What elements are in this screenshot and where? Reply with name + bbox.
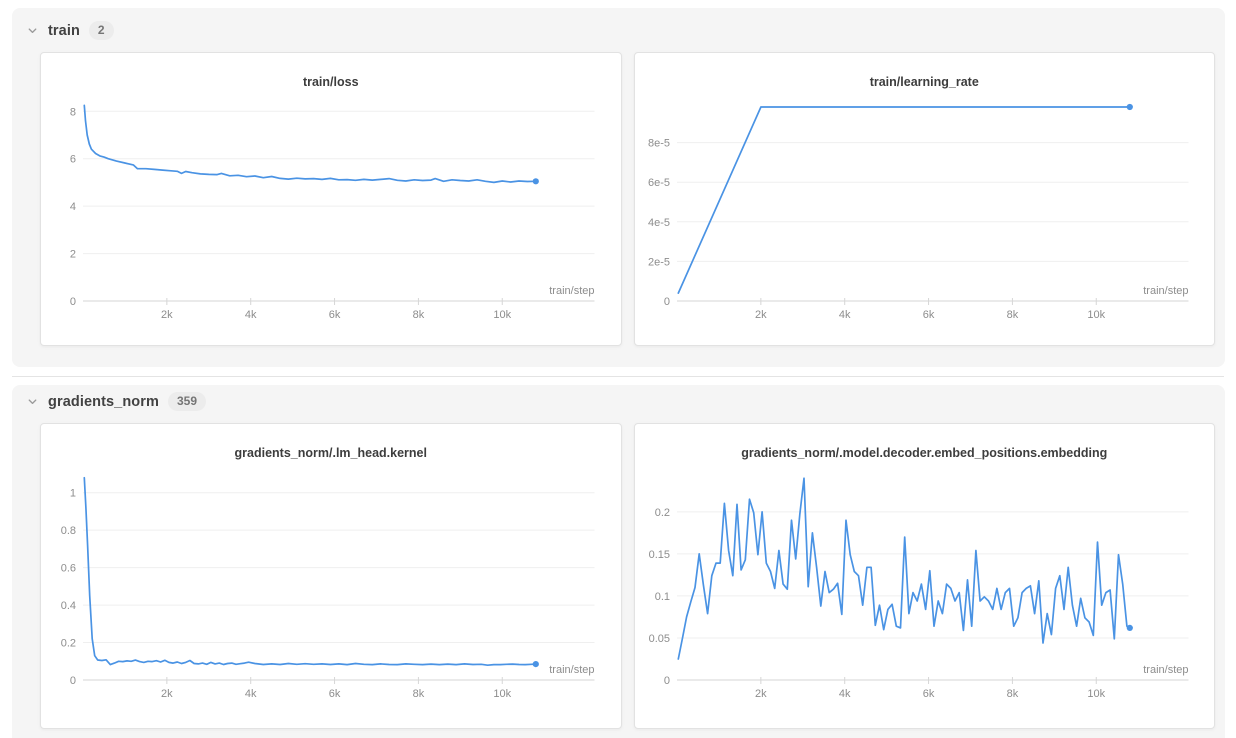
panel-count-badge: 2 (88, 21, 114, 40)
svg-text:2k: 2k (161, 309, 173, 321)
svg-text:train/step: train/step (549, 285, 594, 297)
svg-text:0.6: 0.6 (61, 563, 76, 575)
svg-text:10k: 10k (1087, 309, 1105, 321)
chevron-down-icon[interactable] (26, 24, 39, 37)
line-chart-embed-positions-embedding[interactable]: 0 0.05 0.1 0.15 0.2 2k 4k 6k 8k 10k train/step (643, 470, 1207, 716)
svg-text:6e-5: 6e-5 (647, 177, 669, 189)
svg-text:6k: 6k (922, 309, 934, 321)
svg-text:train/step: train/step (1143, 285, 1188, 297)
wandb-metrics-dashboard: { "accent_color": "#4a93e4", "grid_color… (0, 8, 1236, 738)
section-title: gradients_norm (48, 393, 159, 410)
svg-text:2k: 2k (755, 688, 767, 700)
svg-text:6k: 6k (329, 688, 341, 700)
section-train: train 2 train/loss 0 2 4 6 8 2k 4k 6k 8k 10k train… (12, 8, 1225, 367)
svg-text:train/step: train/step (1143, 664, 1188, 676)
section-gradients-norm: gradients_norm 359 gradients_norm/.lm_he… (12, 385, 1225, 738)
svg-text:0.4: 0.4 (61, 600, 76, 612)
svg-text:10k: 10k (493, 688, 511, 700)
svg-text:2k: 2k (755, 309, 767, 321)
svg-text:8k: 8k (413, 688, 425, 700)
section-title: train (48, 22, 80, 39)
panel-gradients-norm-embed-positions[interactable]: gradients_norm/.model.decoder.embed_posi… (633, 423, 1215, 729)
svg-text:0.05: 0.05 (648, 633, 669, 645)
svg-text:8k: 8k (413, 309, 425, 321)
svg-text:4k: 4k (245, 309, 257, 321)
svg-text:10k: 10k (1087, 688, 1105, 700)
svg-text:2k: 2k (161, 688, 173, 700)
panel-count-badge: 359 (167, 392, 207, 411)
svg-text:10k: 10k (493, 309, 511, 321)
svg-text:4: 4 (70, 201, 76, 213)
svg-text:1: 1 (70, 488, 76, 500)
svg-text:8e-5: 8e-5 (647, 138, 669, 150)
svg-text:4k: 4k (245, 688, 257, 700)
panel-gradients-norm-lm-head-kernel[interactable]: gradients_norm/.lm_head.kernel 0 0.2 0.4 0.… (40, 423, 622, 729)
section-header-gradients-norm[interactable]: gradients_norm 359 (12, 385, 1225, 421)
chart-title: train/learning_rate (869, 75, 979, 89)
svg-text:4k: 4k (838, 688, 850, 700)
line-chart-train-loss[interactable]: 0 2 4 6 8 2k 4k 6k 8k 10k train/step (49, 99, 613, 337)
panel-train-learning-rate[interactable]: train/learning_rate 0 2e-5 4e-5 6e-5 8e-5 2k 4… (633, 52, 1215, 346)
panel-row: train/loss 0 2 4 6 8 2k 4k 6k 8k 10k train/step tr… (12, 50, 1225, 366)
svg-text:2e-5: 2e-5 (647, 256, 669, 268)
panel-train-loss[interactable]: train/loss 0 2 4 6 8 2k 4k 6k 8k 10k train/step (40, 52, 622, 346)
svg-text:8: 8 (70, 106, 76, 118)
chevron-down-icon[interactable] (26, 395, 39, 408)
chart-title: train/loss (302, 75, 359, 89)
svg-text:0.2: 0.2 (654, 507, 669, 519)
section-divider (12, 376, 1224, 377)
svg-text:4e-5: 4e-5 (647, 217, 669, 229)
line-chart-lm-head-kernel[interactable]: 0 0.2 0.4 0.6 0.8 1 2k 4k 6k 8k 10k train/step (49, 470, 613, 716)
svg-text:0: 0 (663, 296, 669, 308)
svg-text:train/step: train/step (549, 664, 594, 676)
svg-text:0.2: 0.2 (61, 638, 76, 650)
svg-text:0.8: 0.8 (61, 525, 76, 537)
svg-text:8k: 8k (1006, 309, 1018, 321)
svg-text:0: 0 (663, 675, 669, 687)
line-chart-train-learning-rate[interactable]: 0 2e-5 4e-5 6e-5 8e-5 2k 4k 6k 8k 10k train/step (643, 99, 1207, 337)
panel-row: gradients_norm/.lm_head.kernel 0 0.2 0.4 0.… (12, 421, 1225, 738)
svg-text:6k: 6k (922, 688, 934, 700)
svg-text:8k: 8k (1006, 688, 1018, 700)
chart-title: gradients_norm/.model.decoder.embed_posi… (741, 446, 1108, 460)
svg-text:0: 0 (70, 296, 76, 308)
svg-text:0: 0 (70, 675, 76, 687)
section-header-train[interactable]: train 2 (12, 8, 1225, 50)
chart-title: gradients_norm/.lm_head.kernel (234, 446, 427, 460)
svg-text:0.1: 0.1 (654, 591, 669, 603)
svg-text:6k: 6k (329, 309, 341, 321)
svg-text:6: 6 (70, 154, 76, 166)
svg-text:0.15: 0.15 (648, 549, 669, 561)
svg-text:2: 2 (70, 249, 76, 261)
svg-text:4k: 4k (838, 309, 850, 321)
